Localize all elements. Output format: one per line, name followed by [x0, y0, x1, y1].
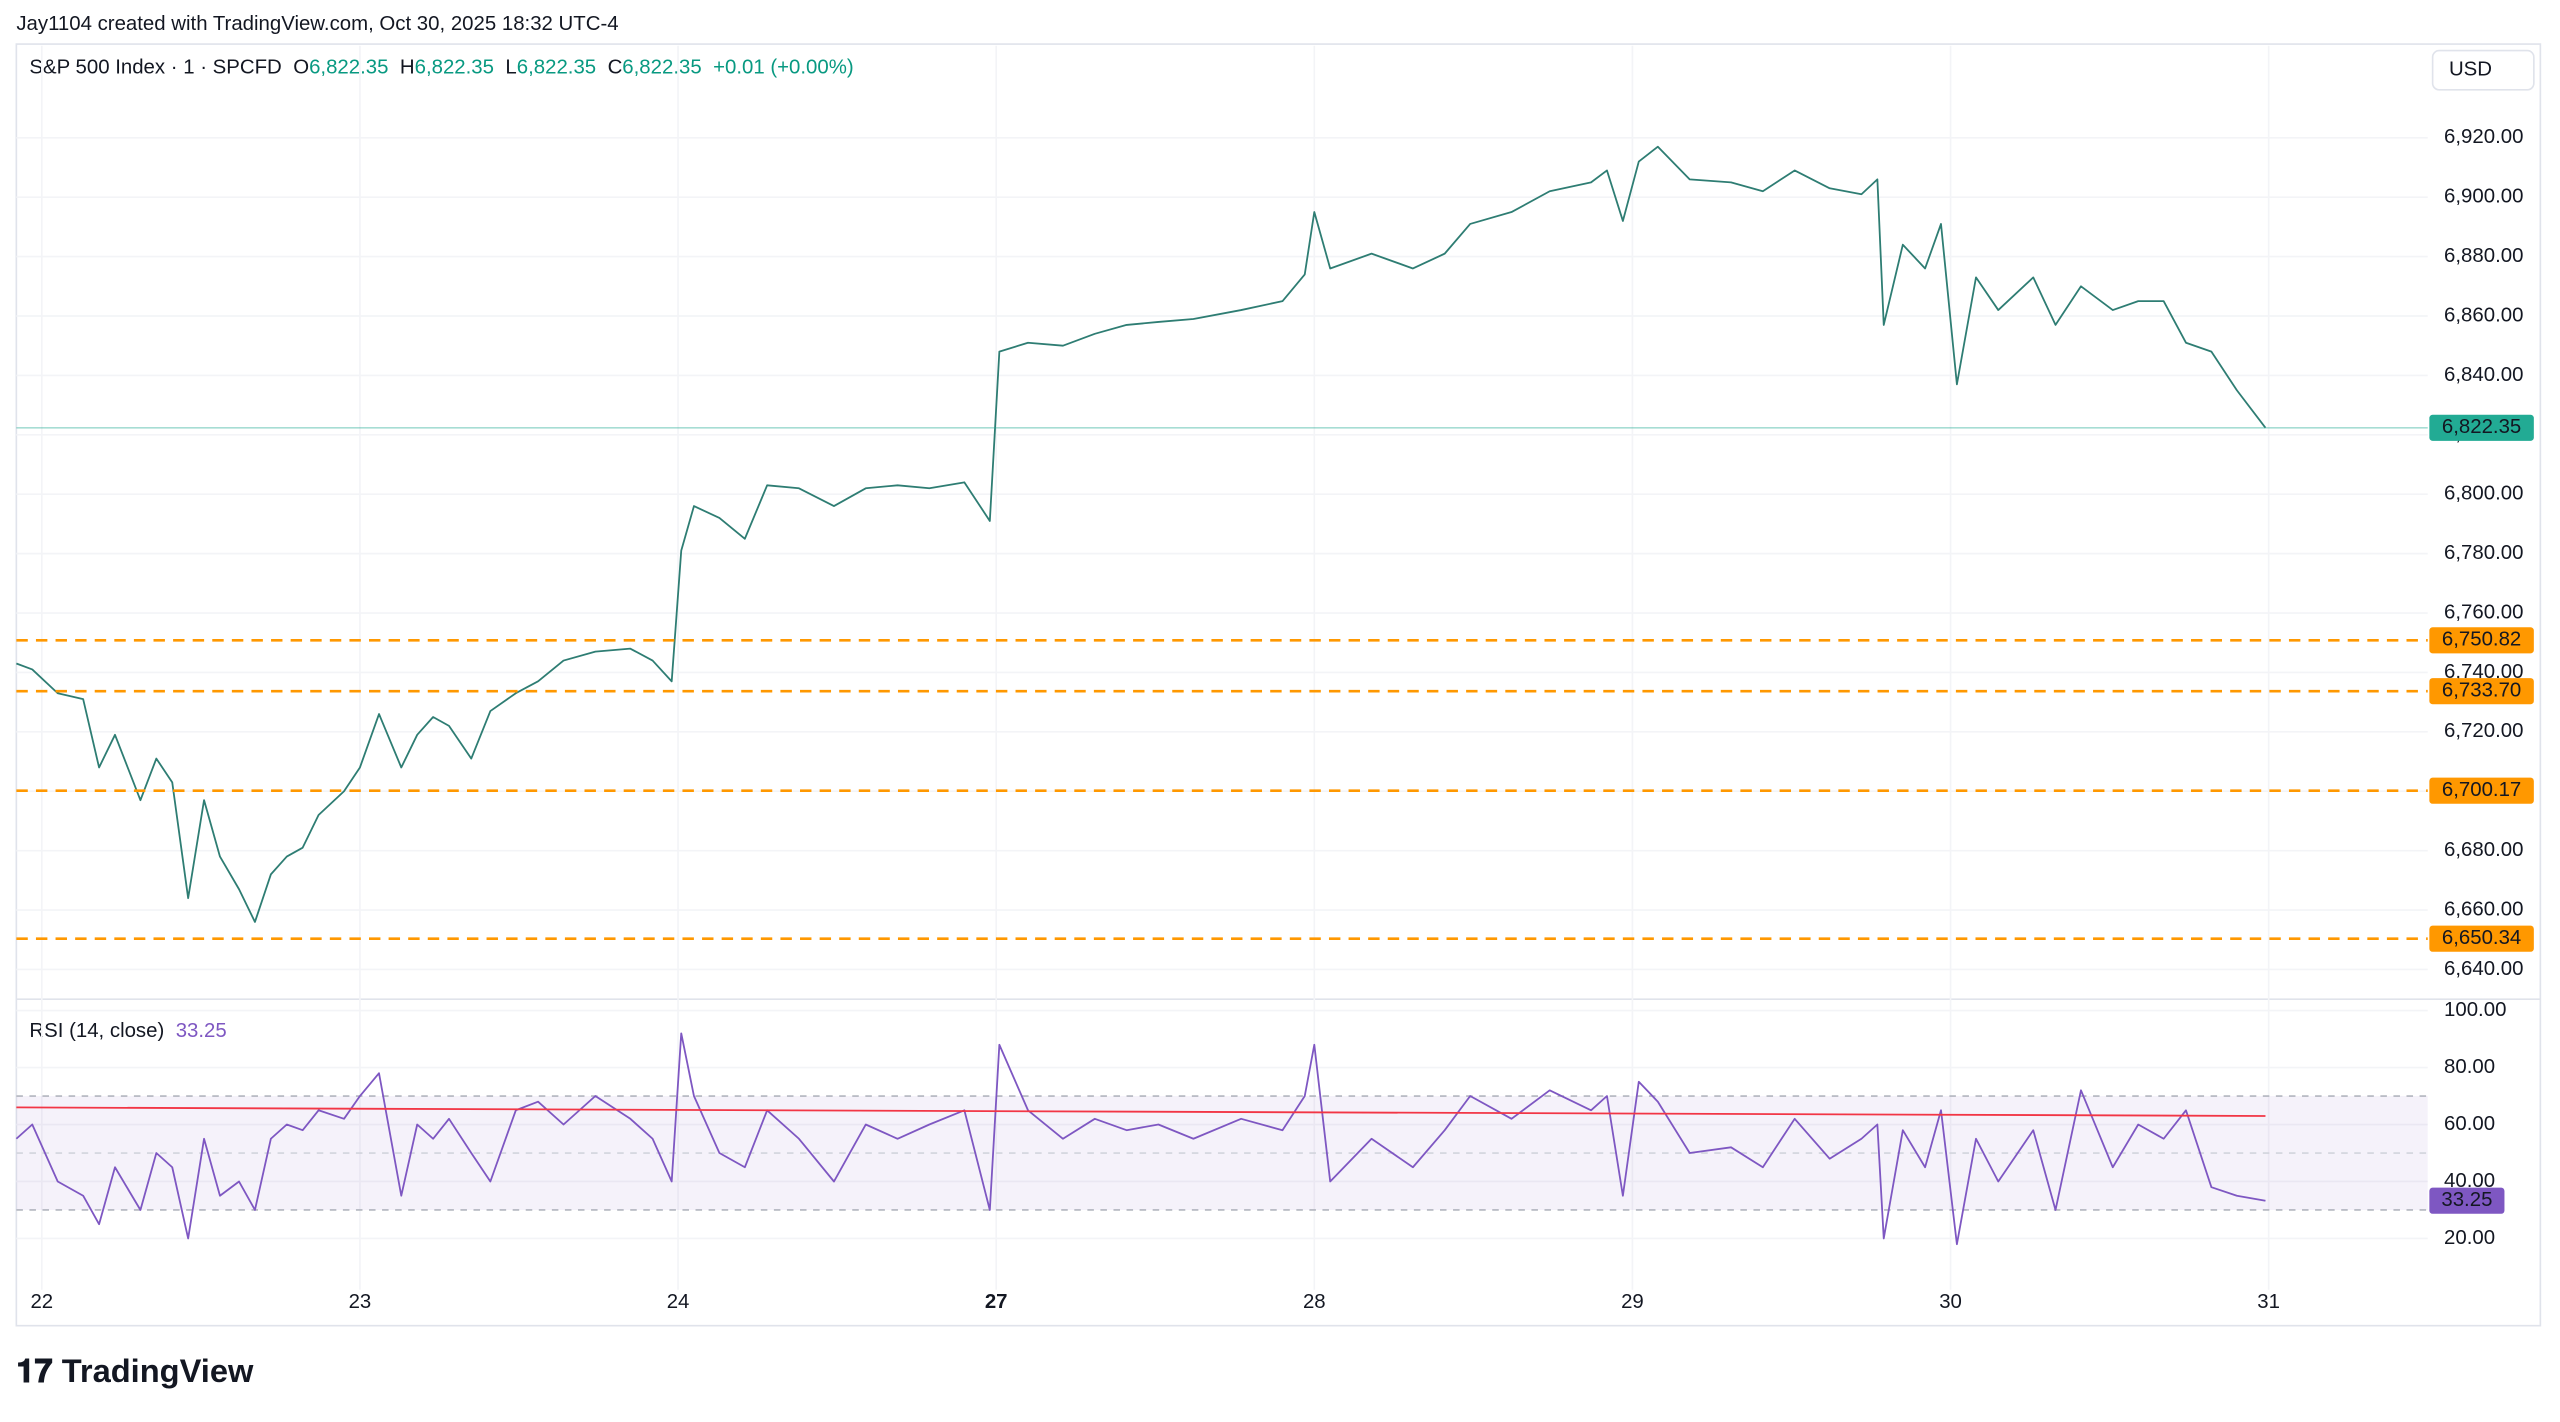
currency[interactable]: USD	[2449, 59, 2492, 81]
ohlc-value: 6,822.35	[309, 57, 388, 79]
price-label: 6,750.82	[2442, 629, 2521, 651]
price-label-box	[2429, 627, 2534, 654]
change: +0.01 (+0.00%)	[713, 57, 854, 79]
y-tick-label: 6,900.00	[2444, 186, 2523, 208]
chart-frame	[15, 43, 2542, 1327]
footer-logo: 𝟏𝟕 TradingView	[16, 1352, 254, 1389]
price-label-box	[2429, 678, 2534, 705]
series-line	[16, 145, 2267, 923]
currency-button[interactable]	[2431, 49, 2535, 91]
x-tick-label: 29	[1621, 1291, 1644, 1313]
credit: Jay1104 created with TradingView.com, Oc…	[16, 13, 618, 35]
rsi-value-box	[2429, 1187, 2505, 1214]
ohlc-value: 6,822.35	[517, 57, 596, 79]
y-tick-label: 6,800.00	[2444, 483, 2523, 505]
x-tick-label: 23	[349, 1291, 372, 1313]
ohlc-value: 6,822.35	[622, 57, 701, 79]
x-tick-label: 30	[1939, 1291, 1962, 1313]
ohlc-key: O	[293, 57, 309, 79]
logo-text: TradingView	[62, 1352, 254, 1389]
ohlc-key: H	[400, 57, 415, 79]
ohlc-value: 6,822.35	[415, 57, 494, 79]
symbol: S&P 500 Index · 1 · SPCFD	[29, 57, 281, 79]
legend: S&P 500 Index · 1 · SPCFD O6,822.35 H6,822…	[29, 57, 853, 79]
last-price-label: 6,822.35	[2442, 416, 2521, 438]
price-label: 6,700.17	[2442, 779, 2521, 801]
y-tick-label: 6,720.00	[2444, 720, 2523, 742]
label-layer: 6,750.82 6,733.70 6,700.17 6,650.34 6,822.35…	[2429, 414, 2534, 1214]
price-label-box	[2429, 777, 2534, 804]
series-line	[16, 1106, 2266, 1117]
y-tick-label: 6,780.00	[2444, 542, 2523, 564]
y-tick-label: 80.00	[2444, 1056, 2495, 1078]
y-tick-label: 6,860.00	[2444, 304, 2523, 326]
y-tick-label: 100.00	[2444, 999, 2506, 1021]
ohlc-key: L	[505, 57, 516, 79]
y-tick-label: 6,660.00	[2444, 898, 2523, 920]
y-tick-label: 6,760.00	[2444, 601, 2523, 623]
x-tick-label: 27	[985, 1291, 1008, 1313]
y-tick-label: 6,740.00	[2444, 661, 2523, 683]
rsi-legend: RSI (14, close) 33.25	[29, 1020, 226, 1042]
y-tick-label: 60.00	[2444, 1113, 2495, 1135]
plot-layer	[15, 145, 2428, 1246]
y-tick-label: 6,880.00	[2444, 245, 2523, 267]
price-label-box	[2429, 925, 2534, 952]
y-tick-label: 6,680.00	[2444, 839, 2523, 861]
y-tick-label: 6,840.00	[2444, 364, 2523, 386]
x-tick-label: 22	[30, 1291, 53, 1313]
x-tick-label: 24	[667, 1291, 690, 1313]
ohlc-key: C	[608, 57, 623, 79]
price-label: 6,650.34	[2442, 927, 2521, 949]
x-tick-label: 28	[1303, 1291, 1326, 1313]
y-tick-label: 20.00	[2444, 1227, 2495, 1249]
last-price-box	[2429, 414, 2534, 441]
rsi-title: RSI (14, close)	[29, 1020, 164, 1042]
y-tick-label: 6,640.00	[2444, 958, 2523, 980]
series-line	[15, 1032, 2266, 1246]
y-tick-label: 6,920.00	[2444, 126, 2523, 148]
y-tick-label: 40.00	[2444, 1170, 2495, 1192]
price-label: 6,733.70	[2442, 680, 2521, 702]
rsi-value: 33.25	[176, 1020, 227, 1042]
x-tick-label: 31	[2257, 1291, 2280, 1313]
grid-layer: 6,640.006,660.006,680.006,700.006,720.00…	[16, 45, 2523, 1313]
rsi-value-label: 33.25	[2441, 1189, 2492, 1211]
